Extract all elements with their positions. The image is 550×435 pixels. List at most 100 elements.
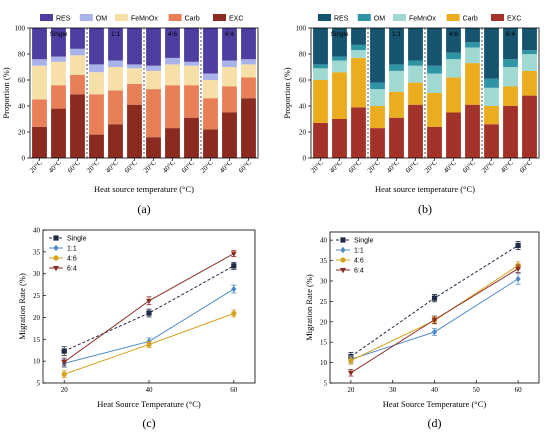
data-point: [348, 357, 354, 364]
bar-segment-om: [146, 65, 161, 71]
bar-segment-carb: [408, 82, 423, 105]
legend-label: RES: [56, 16, 71, 23]
bar-segment-femnox: [146, 70, 161, 90]
panel-d: 5 10 15 20 25 30 35 40 20 30 40 50 60 Single 1:1 4:6 6:4…: [304, 231, 540, 430]
data-point: [515, 266, 522, 272]
bar-segment-carb: [370, 106, 385, 129]
x-axis-title: Heat Source Temperature (°C): [97, 399, 201, 409]
y-tick-label: 0: [303, 155, 307, 163]
legend-label: Carb: [463, 16, 478, 23]
bar-segment-res: [222, 28, 237, 61]
bar-segment-femnox: [408, 65, 423, 83]
legend-marker: [53, 244, 59, 252]
legend-marker: [53, 235, 59, 241]
y-tick-label: 10: [33, 358, 41, 366]
series-Single: [61, 261, 237, 356]
panel-caption: (a): [137, 202, 150, 216]
bar-segment-exc: [351, 107, 366, 158]
data-point: [146, 310, 152, 316]
x-tick-label: 60°C: [237, 159, 253, 175]
bar-segment-exc: [241, 98, 256, 158]
bar-segment-res: [241, 28, 256, 60]
y-tick-label: 80: [299, 51, 307, 59]
y-tick-label: 20: [299, 129, 307, 137]
x-tick-label: 20°C: [28, 159, 44, 175]
data-point: [431, 328, 438, 336]
data-point: [515, 242, 521, 249]
legend-swatch-femnox: [115, 14, 128, 21]
group-label: 1:1: [392, 31, 401, 38]
y-tick-label: 30: [320, 277, 328, 285]
x-tick-label: 40: [431, 386, 439, 394]
bar-segment-femnox: [127, 68, 142, 84]
x-tick-label: 20°C: [423, 159, 439, 175]
data-point: [61, 371, 67, 377]
bar-segment-carb: [332, 72, 347, 119]
bar-segment-exc: [70, 94, 85, 158]
legend: RES OM FeMnOx Carb EXC: [318, 14, 521, 23]
legend-marker: [340, 268, 346, 274]
y-tick-label: 40: [320, 237, 328, 245]
bar-segment-femnox: [389, 70, 404, 92]
series-line: [350, 265, 519, 362]
group-label: Single: [330, 31, 348, 38]
bar-segment-res: [313, 28, 328, 65]
group-label: 4:6: [449, 31, 458, 38]
y-tick-label: 100: [296, 25, 307, 33]
bar-segment-carb: [165, 85, 180, 129]
bar-segment-res: [108, 28, 123, 61]
bar-segment-res: [332, 28, 347, 57]
bar-segment-femnox: [465, 47, 480, 64]
series-6-4: [61, 250, 237, 367]
legend-label: 4:6: [67, 256, 77, 263]
x-tick-label: 20°C: [366, 159, 382, 175]
bar-segment-femnox: [108, 67, 123, 91]
bar-segment-om: [484, 78, 499, 88]
bar-segment-carb: [89, 94, 104, 135]
bar-segment-om: [184, 61, 199, 66]
bar-segment-exc: [313, 122, 328, 158]
bar-segment-res: [465, 28, 480, 43]
bar-segment-exc: [146, 137, 161, 158]
bar-segment-carb: [51, 85, 66, 109]
series-4-6: [61, 309, 237, 379]
bar-segment-carb: [184, 85, 199, 118]
y-tick-label: 35: [33, 248, 41, 256]
y-tick-label: 25: [33, 292, 41, 300]
y-tick-label: 20: [320, 318, 328, 326]
bar-segment-om: [51, 56, 66, 62]
bar-segment-om: [203, 73, 218, 80]
x-tick-label: 60°C: [404, 159, 420, 175]
bar-segment-exc: [465, 104, 480, 158]
y-axis-title: Migration Rate (%): [304, 274, 314, 341]
x-tick-label: 60: [230, 386, 238, 394]
bar-segment-carb: [146, 89, 161, 138]
bar-segment-carb: [427, 93, 442, 127]
bar-segment-exc: [108, 124, 123, 158]
axes-frame: [310, 27, 540, 159]
legend-swatch-femnox: [393, 14, 406, 21]
bar-segment-exc: [32, 126, 47, 158]
y-tick-label: 100: [15, 25, 26, 33]
legend-label: Carb: [185, 16, 200, 23]
legend-swatch-res: [318, 14, 331, 21]
legend-label: 1:1: [354, 248, 364, 255]
bar-segment-carb: [32, 99, 47, 127]
y-axis-title: Proportion (%): [1, 67, 11, 118]
y-tick-label: 20: [18, 129, 26, 137]
bar-segment-carb: [241, 77, 256, 99]
x-axis-title: Heat source temperature (°C): [94, 184, 194, 194]
bar-segment-exc: [203, 129, 218, 158]
legend-marker: [53, 266, 59, 272]
x-tick-label: 40°C: [161, 159, 177, 175]
legend-label: Single: [354, 238, 374, 245]
bar-segment-exc: [389, 117, 404, 158]
bar-segment-exc: [184, 117, 199, 158]
bar-segment-femnox: [427, 73, 442, 93]
x-tick-label: 20°C: [309, 159, 325, 175]
legend-swatch-carb: [168, 14, 182, 21]
bar-segment-exc: [51, 108, 66, 158]
x-tick-label: 30: [389, 386, 397, 394]
bar-segment-res: [146, 28, 161, 66]
